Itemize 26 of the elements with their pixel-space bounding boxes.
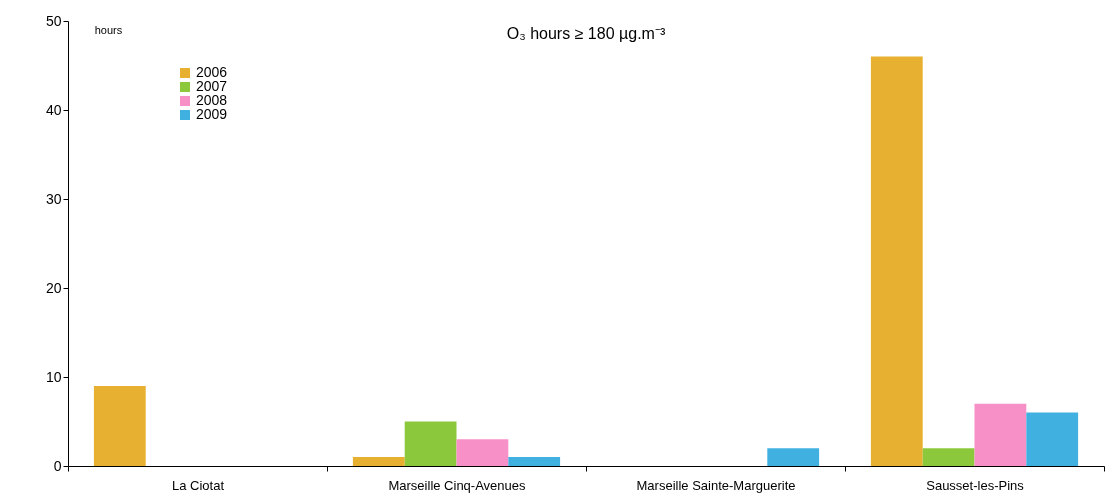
bar: [870, 56, 923, 466]
bar: [922, 448, 975, 466]
y-tick-label: 10: [45, 368, 62, 385]
legend-label: 2007: [196, 78, 228, 94]
legend-label: 2008: [196, 92, 228, 108]
legend-label: 2009: [196, 106, 228, 122]
bar: [352, 457, 405, 466]
bar: [456, 439, 509, 466]
y-axis-title: hours: [94, 23, 123, 36]
x-tick-label: La Ciotat: [171, 477, 225, 493]
y-tick-label: 50: [45, 12, 62, 29]
x-tick-label: Marseille Sainte-Marguerite: [636, 477, 796, 493]
y-tick-label: 40: [45, 101, 62, 118]
bar: [404, 421, 457, 466]
y-tick-label: 0: [53, 457, 62, 474]
x-tick-label: Marseille Cinq-Avenues: [388, 477, 527, 493]
legend-label: 2006: [196, 64, 228, 80]
bar: [508, 457, 561, 466]
y-tick-label: 30: [45, 190, 62, 207]
y-tick-label: 20: [45, 279, 62, 296]
bar: [1026, 412, 1079, 466]
bar: [974, 403, 1027, 466]
x-tick-label: Sausset-les-Pins: [926, 477, 1025, 493]
bar: [93, 385, 146, 466]
chart-title: O₃ hours ≥ 180 µg.m⁻³: [506, 25, 666, 42]
bar: [767, 448, 820, 466]
